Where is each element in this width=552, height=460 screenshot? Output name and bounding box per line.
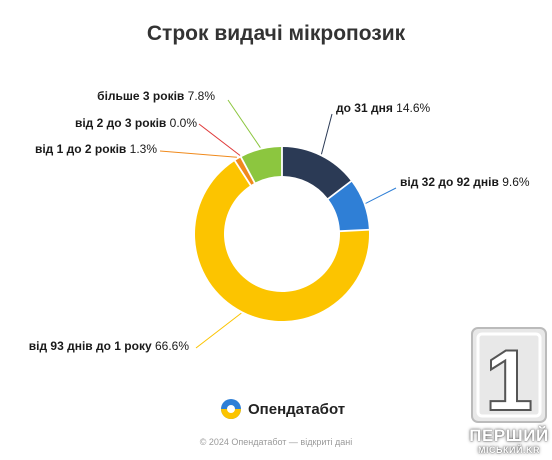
leader-line [365, 187, 397, 204]
watermark-line-1: ПЕРШИЙ [469, 426, 549, 445]
brand: Опендатабот [220, 398, 345, 420]
slice-value: 14.6% [396, 101, 430, 115]
leader-line [195, 312, 242, 349]
slice-label: від 1 до 2 років 1.3% [35, 142, 157, 156]
leader-line [159, 150, 237, 158]
leader-line [227, 99, 261, 148]
opendatabot-logo-icon [221, 399, 241, 419]
donut-slice [195, 161, 370, 322]
donut-slice [241, 147, 282, 183]
slice-value: 66.6% [155, 339, 189, 353]
slice-label: від 2 до 3 років 0.0% [75, 116, 197, 130]
brand-name: Опендатабот [248, 400, 346, 418]
slice-category: більше 3 років [97, 89, 187, 103]
donut-slice [282, 147, 351, 199]
leader-line [198, 123, 241, 156]
donut-slice [328, 181, 369, 231]
slice-value: 1.3% [130, 142, 158, 156]
slice-label: до 31 дня 14.6% [336, 101, 431, 115]
watermark-digit: 1 [485, 333, 533, 426]
slice-category: від 2 до 3 років [75, 116, 170, 130]
watermark-logo-icon: 1 [471, 327, 547, 430]
slice-category: до 31 дня [336, 101, 396, 115]
slice-category: від 93 днів до 1 року [29, 339, 155, 353]
watermark-line-2: МІСЬКИЙ.KR [478, 445, 540, 455]
donut-slice [235, 157, 254, 185]
slice-label: від 32 до 92 днів 9.6% [400, 175, 530, 189]
slice-label: від 93 днів до 1 року 66.6% [29, 339, 190, 353]
chart-title: Строк видачі мікропозик [146, 22, 406, 45]
slice-category: від 1 до 2 років [35, 142, 130, 156]
slice-value: 9.6% [502, 175, 530, 189]
slice-value: 7.8% [188, 89, 216, 103]
slice-label: більше 3 років 7.8% [97, 89, 215, 103]
footer-note: © 2024 Опендатабот — відкриті дані [199, 437, 353, 447]
slice-category: від 32 до 92 днів [400, 175, 502, 189]
leader-line [320, 113, 333, 155]
watermark: 1 ПЕРШИЙ МІСЬКИЙ.KR [466, 326, 550, 456]
slice-value: 0.0% [170, 116, 198, 130]
